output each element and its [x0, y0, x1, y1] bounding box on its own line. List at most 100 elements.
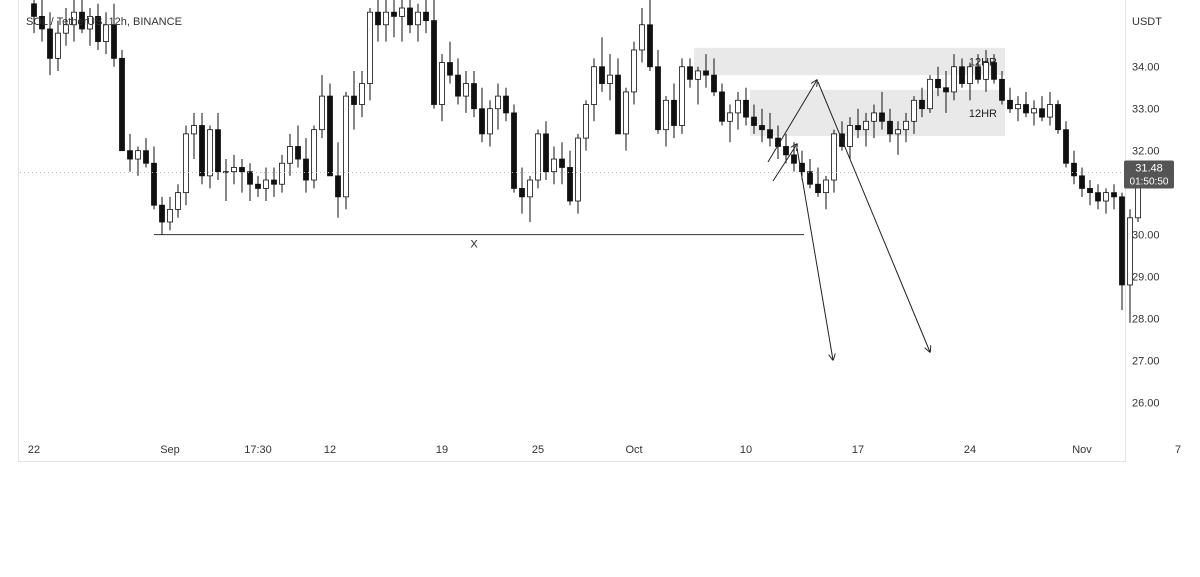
candle-body	[1071, 162, 1077, 177]
candle	[287, 133, 293, 176]
candle-body	[679, 66, 685, 126]
candle	[103, 12, 109, 55]
time-axis[interactable]: 22 Sep 17:30 12 19 25 Oct 10 17 24 Nov 7	[28, 444, 1181, 456]
candle-body	[191, 125, 197, 135]
candle-body	[575, 137, 581, 202]
candle-body	[1095, 192, 1101, 202]
candle	[543, 121, 549, 181]
candle	[255, 175, 261, 197]
candle	[639, 8, 645, 63]
candle	[479, 87, 485, 143]
time-tick-label: 24	[964, 444, 976, 456]
arrow-down-long	[817, 81, 930, 352]
candle	[223, 159, 229, 202]
candle	[207, 125, 213, 189]
candle	[1039, 96, 1045, 122]
candle	[1063, 121, 1069, 168]
candle-body	[623, 91, 629, 135]
candle-body	[119, 57, 125, 152]
candle	[967, 62, 973, 101]
candle-body	[735, 99, 741, 114]
candle-body	[1015, 104, 1021, 110]
price-tick-label: 30.00	[1132, 230, 1160, 242]
candle-body	[47, 28, 53, 59]
candle-body	[399, 7, 405, 17]
candle-body	[519, 188, 525, 198]
candle	[311, 125, 317, 189]
candle	[951, 54, 957, 101]
candle	[319, 75, 325, 139]
candle-body	[1023, 104, 1029, 114]
candle	[95, 3, 101, 50]
projection-arrows	[767, 80, 930, 360]
candle	[879, 91, 885, 130]
candle	[87, 8, 93, 46]
candle	[55, 20, 61, 71]
candle	[423, 0, 429, 34]
arrow-up-to-lower-zone	[772, 144, 797, 182]
candle	[695, 66, 701, 105]
candle	[871, 104, 877, 139]
candle-body	[231, 167, 237, 173]
candle	[375, 0, 381, 42]
candle-body	[599, 66, 605, 84]
candle	[407, 0, 413, 34]
candle	[943, 70, 949, 113]
candle	[831, 129, 837, 193]
candle-body	[1087, 188, 1093, 194]
candle	[615, 58, 621, 135]
time-tick-label: 17:30	[244, 444, 272, 456]
support-label: X	[470, 239, 478, 251]
candle	[71, 0, 77, 42]
candle-body	[911, 99, 917, 122]
candle	[1095, 184, 1101, 210]
candle-body	[647, 24, 653, 68]
candle-body	[63, 24, 69, 34]
chart-panel[interactable]	[18, 0, 1126, 462]
time-tick-label: Oct	[625, 444, 642, 456]
time-tick-label: 10	[740, 444, 752, 456]
time-tick-label: 25	[532, 444, 544, 456]
candle	[519, 167, 525, 214]
candle-body	[375, 11, 381, 26]
zone-label-1: 12HR	[969, 108, 997, 120]
candle	[279, 154, 285, 193]
candle	[1055, 100, 1061, 134]
candle-body	[639, 24, 645, 51]
candle	[1047, 91, 1053, 126]
candle-body	[607, 74, 613, 84]
candle-body	[879, 112, 885, 122]
candle	[439, 54, 445, 122]
candle-body	[127, 150, 133, 160]
candle	[999, 70, 1005, 105]
candle	[1015, 96, 1021, 122]
chart-symbol-title: SOL / TetherUS, 12h, BINANCE	[26, 16, 182, 28]
candle-body	[847, 125, 853, 147]
zone-label-0: 12HR	[969, 57, 997, 69]
candle	[895, 121, 901, 155]
candle-body	[135, 150, 141, 160]
candle-body	[711, 74, 717, 93]
candle	[663, 96, 669, 147]
candle-body	[895, 129, 901, 135]
price-tick-label: 26.00	[1132, 397, 1160, 409]
candle	[727, 104, 733, 143]
candle-body	[855, 125, 861, 131]
candle-body	[175, 192, 181, 210]
candle	[567, 150, 573, 206]
candle-body	[999, 78, 1005, 101]
candle-body	[279, 162, 285, 185]
candle	[959, 58, 965, 88]
candle-body	[791, 154, 797, 164]
price-axis[interactable]: 34.00 33.00 32.00 30.00 29.00 28.00 27.00 26.00	[1132, 62, 1160, 410]
candle-body	[591, 66, 597, 105]
candle	[495, 83, 501, 130]
candle-body	[975, 66, 981, 80]
candle-body	[55, 32, 61, 59]
candle	[679, 58, 685, 134]
price-tick-label: 32.00	[1132, 146, 1160, 158]
candle	[159, 196, 165, 235]
candle	[775, 125, 781, 160]
price-tick-label: 29.00	[1132, 272, 1160, 284]
